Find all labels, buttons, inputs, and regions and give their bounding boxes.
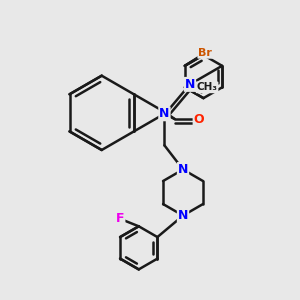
Text: CH₃: CH₃ xyxy=(196,82,218,92)
Text: N: N xyxy=(178,163,188,176)
Text: N: N xyxy=(159,107,170,120)
Text: O: O xyxy=(194,112,204,126)
Text: N: N xyxy=(185,78,195,91)
Text: F: F xyxy=(116,212,124,225)
Text: N: N xyxy=(178,209,188,222)
Text: Br: Br xyxy=(198,48,212,58)
